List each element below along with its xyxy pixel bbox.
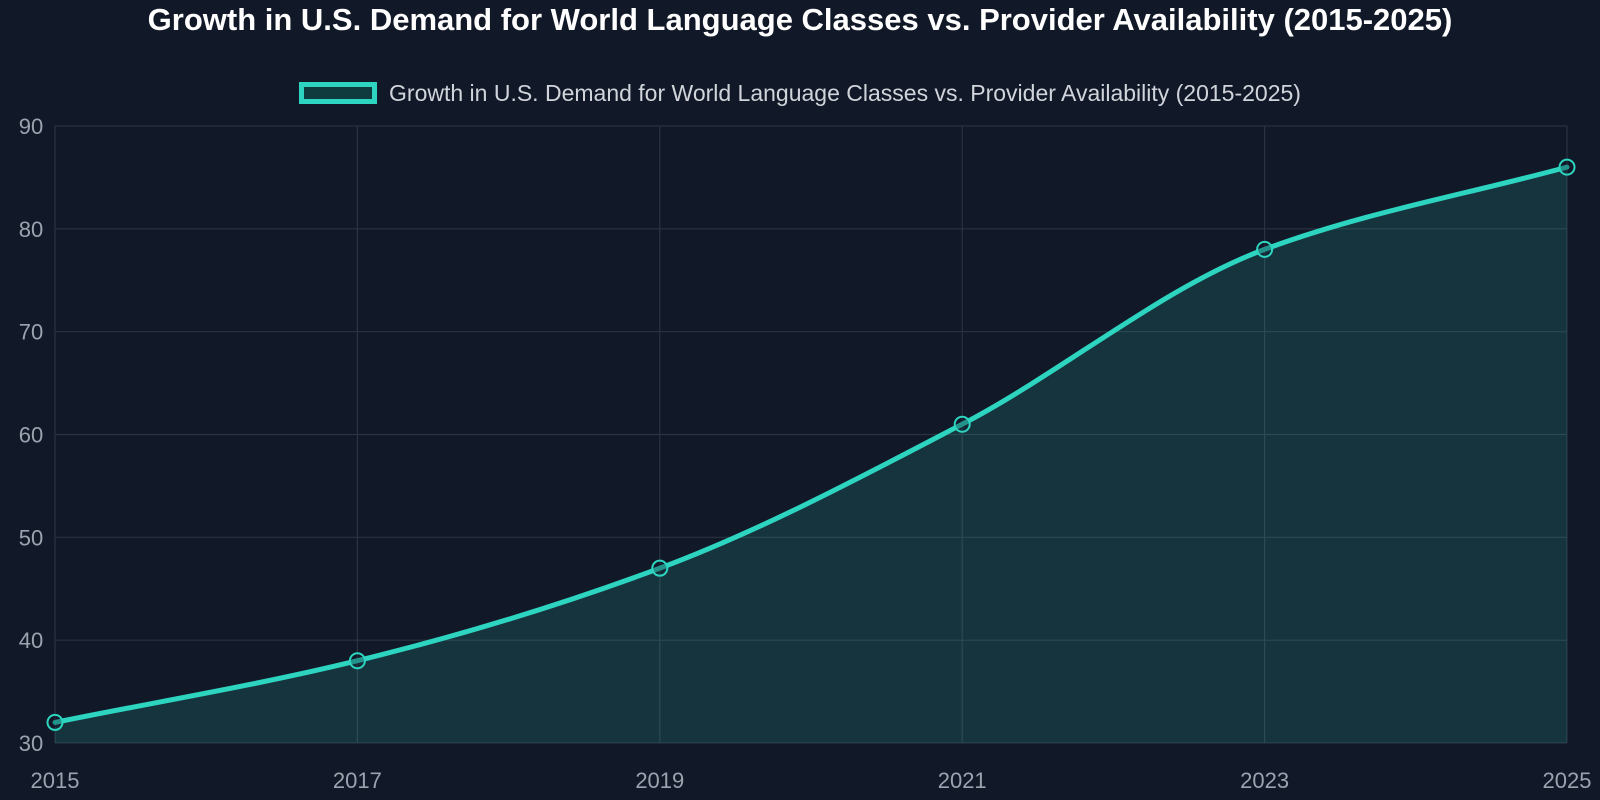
y-tick-label: 50: [19, 525, 43, 550]
data-point: [348, 652, 366, 670]
x-tick-label: 2015: [31, 768, 80, 793]
x-tick-label: 2017: [333, 768, 382, 793]
x-tick-label: 2025: [1543, 768, 1592, 793]
y-tick-label: 30: [19, 731, 43, 756]
series-area: [55, 167, 1567, 744]
y-tick-label: 90: [19, 114, 43, 139]
y-tick-label: 70: [19, 320, 43, 345]
legend-label: Growth in U.S. Demand for World Language…: [389, 79, 1301, 106]
x-tick-label: 2019: [635, 768, 684, 793]
y-tick-label: 80: [19, 217, 43, 242]
y-tick-label: 60: [19, 423, 43, 448]
line-layer: [52, 164, 1570, 725]
data-point: [953, 415, 971, 433]
data-point: [1256, 240, 1274, 258]
point-layer: [46, 158, 1576, 731]
area-layer: [55, 167, 1567, 744]
data-point: [1558, 158, 1576, 176]
data-point: [651, 559, 669, 577]
grid: [54, 125, 1568, 744]
legend-swatch: [299, 82, 378, 104]
chart-title: Growth in U.S. Demand for World Language…: [147, 2, 1453, 37]
x-axis: 2015 2017 2019 2021 2023 2025: [31, 768, 1592, 793]
series-line: [52, 164, 1570, 725]
y-tick-label: 40: [19, 628, 43, 653]
data-point: [46, 713, 64, 731]
x-tick-label: 2023: [1240, 768, 1289, 793]
legend[interactable]: Growth in U.S. Demand for World Language…: [0, 76, 1600, 110]
y-axis: 30 40 50 60 70 80 90: [19, 114, 43, 756]
x-tick-label: 2021: [938, 768, 987, 793]
